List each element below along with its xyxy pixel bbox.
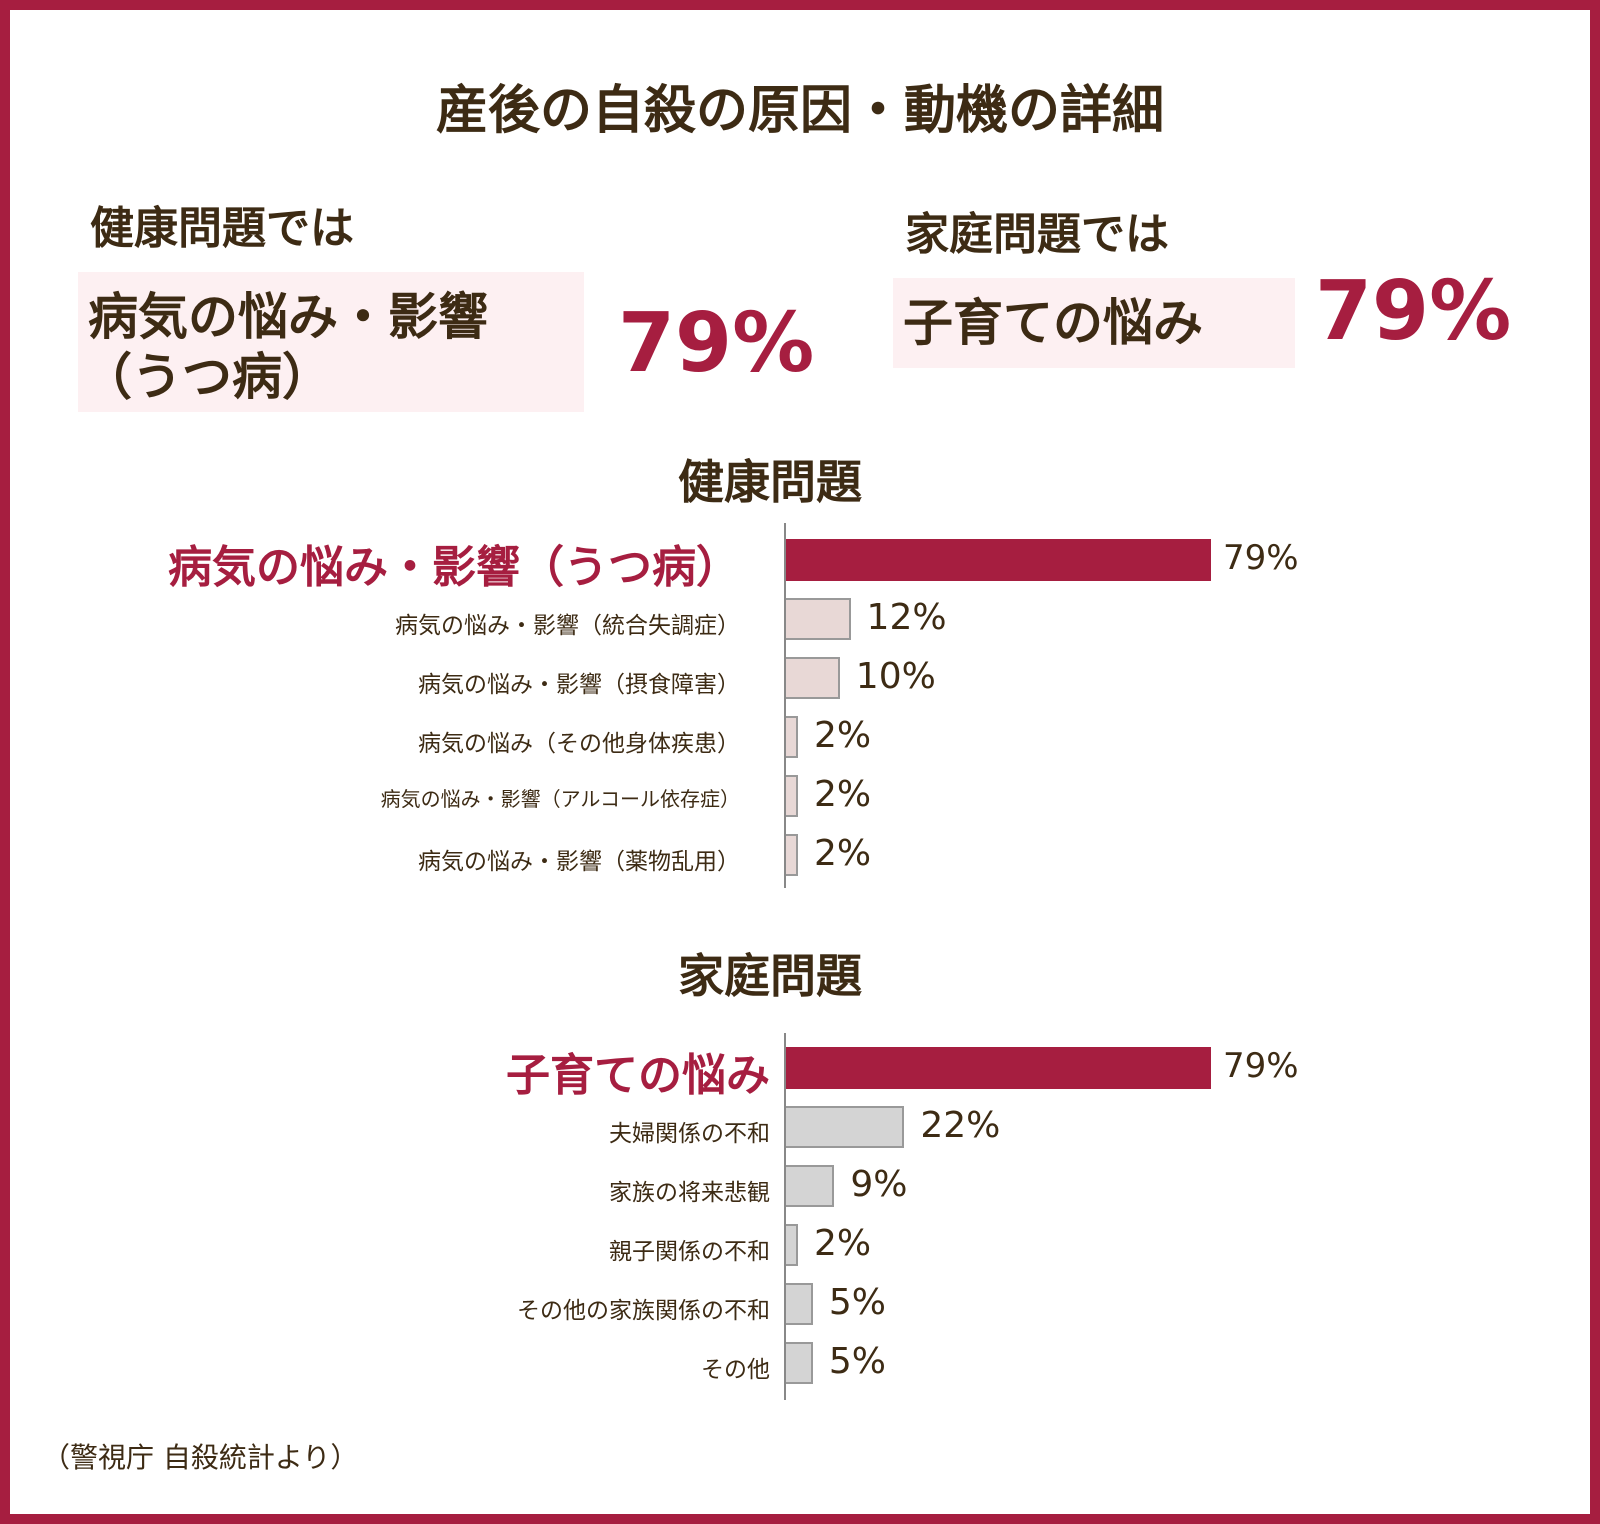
- health-highlight-line2: （うつ病）: [82, 348, 332, 406]
- health-summary-lead: 健康問題では: [90, 203, 354, 254]
- family-value-label: 5%: [828, 1282, 887, 1323]
- family-category-label: その他の家族関係の不和: [517, 1298, 770, 1324]
- health-category-label: 病気の悩み・影響（アルコール依存症）: [380, 787, 740, 811]
- health-category-label: 病気の悩み（その他身体疾患）: [418, 731, 740, 757]
- health-highlight-line1: 病気の悩み・影響: [88, 288, 488, 346]
- health-summary-highlight: 病気の悩み・影響 （うつ病）: [78, 272, 584, 412]
- health-category-label: 病気の悩み・影響（うつ病）: [168, 542, 740, 593]
- health-value-label: 2%: [814, 833, 872, 874]
- source-note: （警視庁 自殺統計より）: [42, 1441, 359, 1474]
- family-value-label: 9%: [850, 1164, 908, 1205]
- family-highlight-text: 子育ての悩み: [903, 294, 1203, 352]
- family-value-label: 22%: [920, 1105, 1001, 1146]
- family-value-label: 2%: [814, 1223, 872, 1264]
- family-category-label: 親子関係の不和: [609, 1239, 770, 1265]
- family-bar: [786, 1047, 1211, 1089]
- health-value-label: 2%: [814, 774, 872, 815]
- page-title: 産後の自殺の原因・動機の詳細: [435, 81, 1164, 141]
- health-bar: [786, 775, 798, 817]
- family-category-label: 夫婦関係の不和: [609, 1121, 770, 1147]
- health-bar: [786, 657, 840, 699]
- family-bar: [786, 1342, 813, 1384]
- health-value-label: 10%: [855, 656, 936, 697]
- family-category-label: 子育ての悩み: [506, 1050, 770, 1101]
- health-bar: [786, 834, 798, 876]
- health-category-label: 病気の悩み・影響（統合失調症）: [395, 613, 740, 639]
- family-value-label: 79%: [1223, 1046, 1299, 1086]
- health-chart-title: 健康問題: [678, 455, 862, 509]
- health-summary-percent: 79%: [618, 296, 815, 391]
- family-axis: [784, 1033, 786, 1400]
- family-category-label: その他: [701, 1357, 770, 1383]
- health-value-label: 12%: [866, 597, 947, 638]
- health-bar: [786, 716, 798, 758]
- family-value-label: 5%: [828, 1341, 887, 1382]
- family-chart-title: 家庭問題: [678, 949, 862, 1003]
- health-category-label: 病気の悩み・影響（薬物乱用）: [418, 849, 740, 875]
- health-axis: [784, 523, 786, 888]
- health-value-label: 2%: [814, 715, 872, 756]
- family-bar: [786, 1224, 798, 1266]
- family-category-label: 家族の将来悲観: [609, 1180, 770, 1206]
- family-bar: [786, 1283, 813, 1325]
- health-bar: [786, 598, 851, 640]
- health-bar: [786, 539, 1211, 581]
- family-bar: [786, 1106, 905, 1148]
- family-summary-lead: 家庭問題では: [905, 209, 1169, 260]
- family-bar: [786, 1165, 835, 1207]
- family-summary-percent: 79%: [1315, 264, 1512, 359]
- health-value-label: 79%: [1223, 538, 1299, 578]
- family-summary-highlight: 子育ての悩み: [893, 278, 1295, 368]
- health-category-label: 病気の悩み・影響（摂食障害）: [418, 672, 740, 698]
